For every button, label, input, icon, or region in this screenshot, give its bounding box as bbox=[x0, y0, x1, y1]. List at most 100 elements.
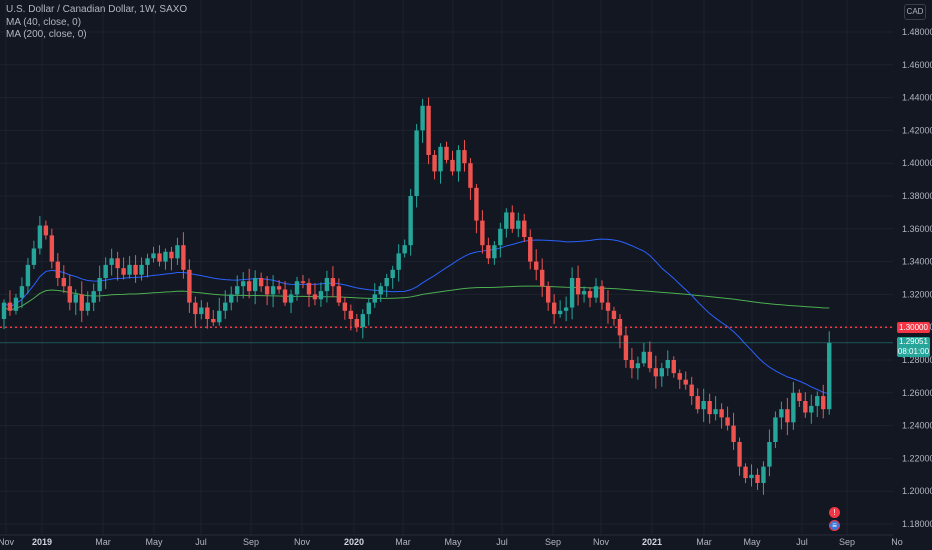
candle-body bbox=[809, 405, 814, 413]
candle-body bbox=[629, 360, 635, 369]
candle-body bbox=[193, 302, 198, 315]
time-axis[interactable]: Nov 2019 Mar May Jul Sep Nov 2020 Mar May Jul Sep No… bbox=[0, 534, 903, 547]
x-tick-label: Nov bbox=[294, 537, 311, 547]
currency-button[interactable]: CAD bbox=[904, 4, 926, 20]
candle-body bbox=[785, 409, 790, 423]
x-tick-label: No bbox=[891, 537, 903, 547]
candle-body bbox=[743, 466, 748, 479]
candle-body bbox=[366, 302, 371, 315]
candle-body bbox=[545, 286, 551, 303]
candle-body bbox=[91, 291, 96, 303]
candle-body bbox=[695, 396, 700, 410]
candle-body bbox=[432, 155, 437, 172]
candle-body bbox=[534, 261, 539, 270]
candle-body bbox=[791, 392, 796, 423]
candle-body bbox=[31, 248, 37, 265]
price-axis[interactable]: 1.48000 1.46000 1.44000 1.42000 1.40000 1.380… bbox=[893, 0, 932, 550]
candle-body bbox=[420, 105, 425, 131]
last-price-value: 1.29051 bbox=[899, 337, 928, 346]
alert-icon[interactable]: ! bbox=[829, 507, 840, 518]
candle-body bbox=[396, 253, 401, 270]
symbol-title[interactable]: U.S. Dollar / Canadian Dollar, 1W, SAXO bbox=[6, 4, 188, 15]
candle-body bbox=[252, 278, 258, 292]
candle-body bbox=[599, 286, 605, 303]
ma40-legend[interactable]: MA (40, close, 0) bbox=[6, 16, 82, 28]
candle-body bbox=[569, 278, 575, 308]
candle-body bbox=[701, 401, 706, 410]
candle-body bbox=[19, 286, 25, 298]
level-price-tag: 1.30000 bbox=[897, 322, 930, 333]
x-tick-label: 2021 bbox=[642, 537, 662, 547]
candle-body bbox=[229, 294, 234, 303]
candle-body bbox=[492, 245, 497, 259]
candle-body bbox=[336, 286, 342, 303]
candle-body bbox=[683, 379, 688, 385]
chart-legend: U.S. Dollar / Canadian Dollar, 1W, SAXO … bbox=[6, 4, 187, 42]
candle-body bbox=[450, 159, 455, 172]
ma40-layer bbox=[3, 238, 830, 395]
candle-body bbox=[294, 281, 300, 295]
y-tick-label: 1.28000 bbox=[902, 355, 932, 365]
x-tick-label: 2020 bbox=[344, 537, 364, 547]
x-tick-label: May bbox=[743, 537, 761, 547]
candle-body bbox=[7, 302, 13, 311]
countdown-value: 08:01:00 bbox=[897, 347, 930, 356]
candle-body bbox=[408, 196, 413, 246]
candle-body bbox=[360, 314, 365, 328]
candle-body bbox=[79, 294, 84, 311]
ma200-layer bbox=[3, 285, 830, 311]
y-tick-label: 1.38000 bbox=[902, 191, 932, 201]
candle-body bbox=[306, 282, 312, 295]
candle-body bbox=[504, 212, 509, 229]
y-tick-label: 1.44000 bbox=[902, 93, 932, 103]
candle-body bbox=[378, 286, 383, 295]
candle-body bbox=[348, 310, 354, 319]
candle-body bbox=[821, 396, 826, 410]
candle-body bbox=[773, 417, 778, 442]
us-flag-icon[interactable]: ≡ bbox=[829, 520, 840, 531]
candle-body bbox=[815, 396, 820, 406]
candle-body bbox=[462, 150, 467, 164]
candle-body bbox=[115, 258, 120, 269]
candle-body bbox=[276, 286, 282, 290]
candle-body bbox=[474, 187, 479, 221]
price-level-line[interactable] bbox=[0, 326, 893, 344]
candle-body bbox=[516, 220, 521, 229]
y-tick-label: 1.40000 bbox=[902, 158, 932, 168]
x-tick-label: Jul bbox=[796, 537, 808, 547]
x-tick-label: Sep bbox=[545, 537, 561, 547]
candle-body bbox=[486, 245, 491, 259]
candle-body bbox=[241, 281, 246, 287]
ma200-legend[interactable]: MA (200, close, 0) bbox=[6, 29, 87, 40]
candle-body bbox=[563, 307, 569, 311]
candle-body bbox=[258, 278, 264, 287]
candle-body bbox=[641, 351, 647, 364]
candle-body bbox=[25, 264, 31, 287]
candle-body bbox=[43, 225, 49, 236]
candle-body bbox=[300, 281, 306, 283]
candle-body bbox=[671, 360, 676, 374]
candle-body bbox=[211, 319, 216, 323]
candle-body bbox=[653, 368, 659, 377]
candle-body bbox=[139, 264, 144, 275]
candle-body bbox=[270, 286, 276, 295]
candle-body bbox=[217, 310, 222, 323]
candle-body bbox=[557, 310, 563, 315]
x-tick-label: Mar bbox=[395, 537, 411, 547]
candle-body bbox=[55, 261, 61, 278]
candle-body bbox=[13, 297, 19, 311]
y-tick-label: 1.42000 bbox=[902, 125, 932, 135]
candle-body bbox=[169, 251, 174, 259]
candle-body bbox=[767, 442, 772, 467]
last-price-tag: 1.29051 08:01:00 bbox=[897, 337, 930, 357]
candle-body bbox=[103, 264, 108, 278]
y-tick-label: 1.22000 bbox=[902, 453, 932, 463]
candle-body bbox=[97, 278, 102, 292]
x-tick-label: 2019 bbox=[32, 537, 52, 547]
y-tick-label: 1.24000 bbox=[902, 421, 932, 431]
candle-body bbox=[623, 335, 629, 360]
candle-body bbox=[181, 245, 186, 270]
candle-body bbox=[390, 269, 395, 278]
candle-body bbox=[37, 225, 43, 249]
